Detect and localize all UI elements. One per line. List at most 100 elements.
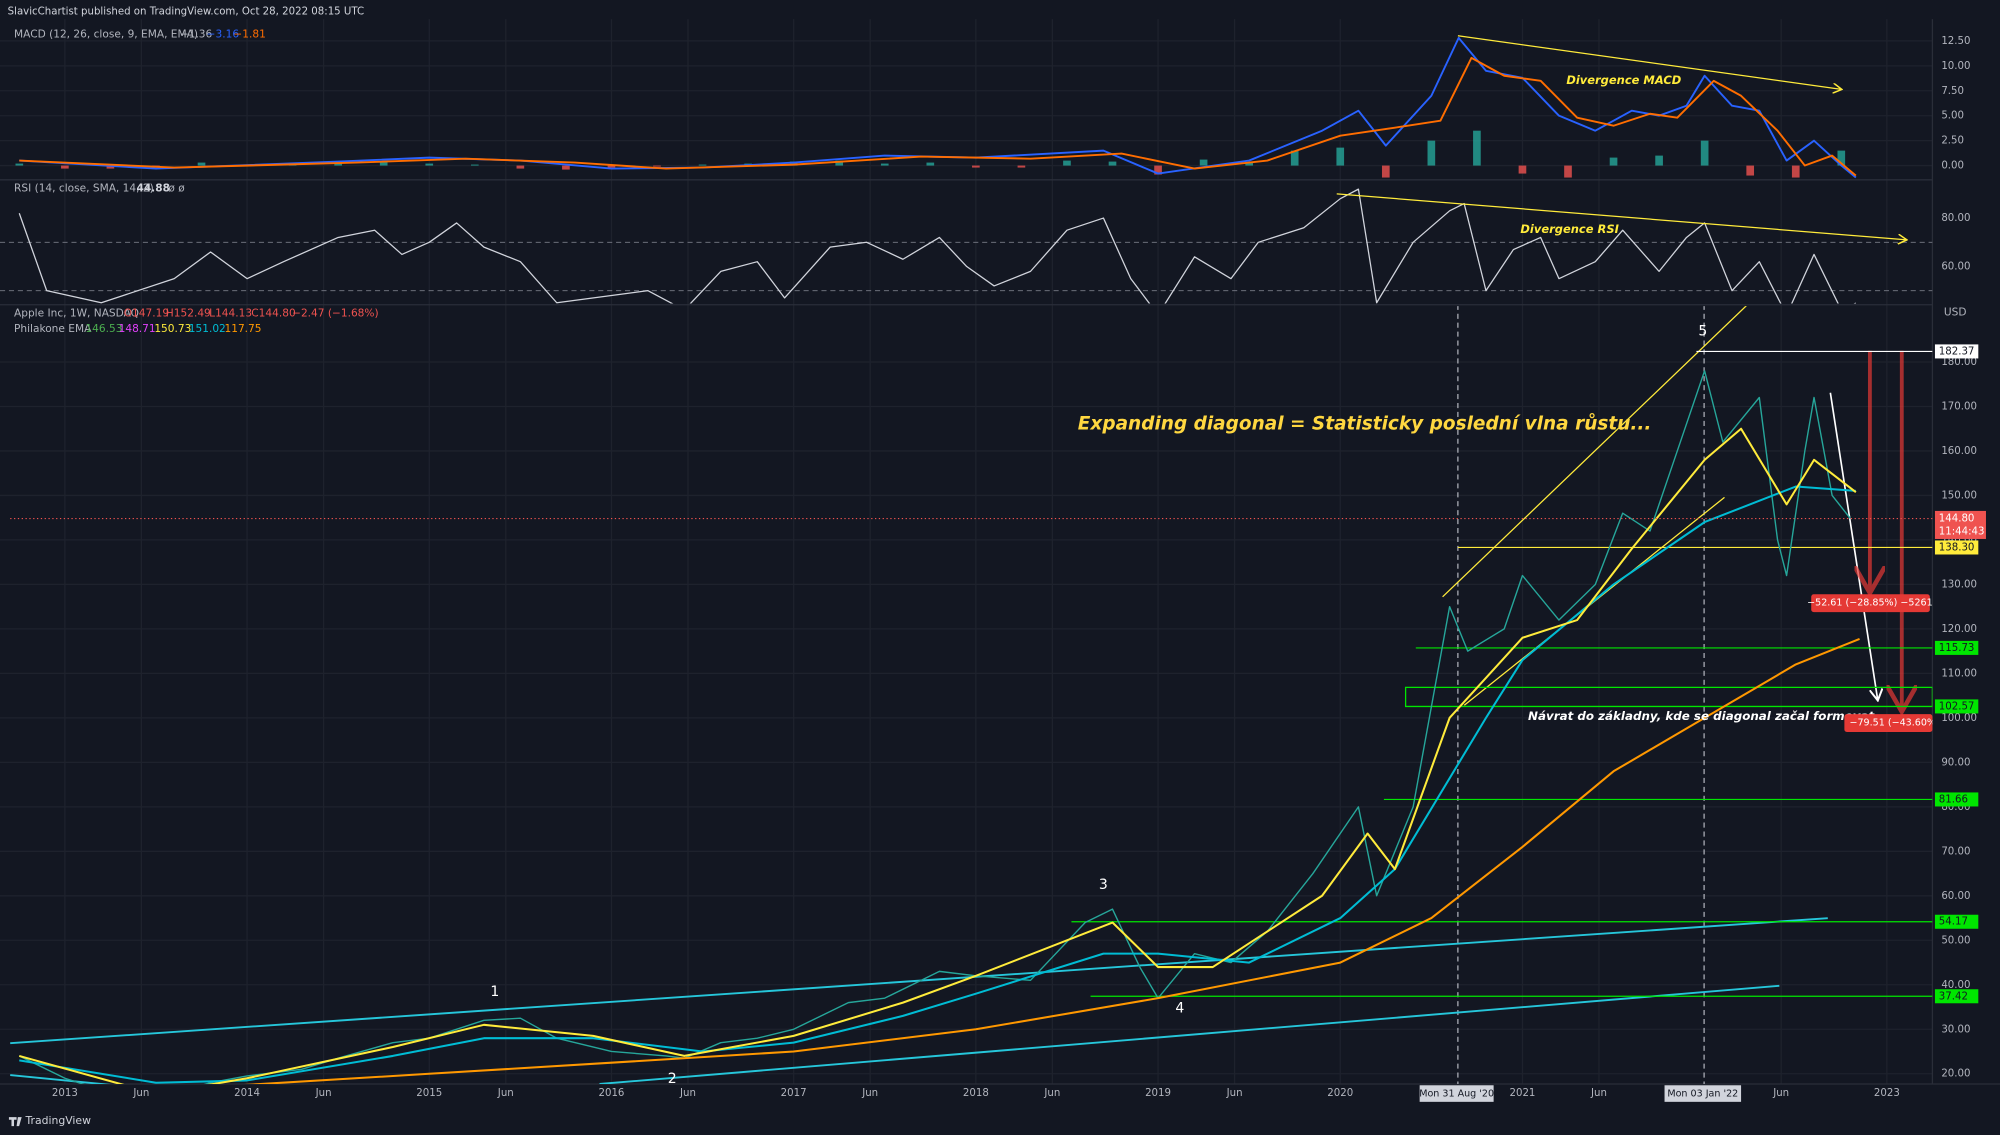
x-tick-label: 2013 [52,1088,78,1099]
y-tick-label: 10.00 [1941,61,1970,72]
y-tick-label: 120.00 [1941,624,1977,635]
ohlc: O147.19 [124,308,169,320]
level-label: 54.17 [1939,917,1968,928]
level-label: 81.66 [1939,794,1968,805]
price-legend-title: Apple Inc, 1W, NASDAQ [14,308,139,320]
histogram-bar [1245,162,1253,166]
series-line [19,485,1856,1084]
histogram-bar [607,165,616,168]
ohlc: C144.80 [251,308,296,320]
x-tick-label: 2014 [234,1088,260,1099]
wave-label: 5 [1698,324,1707,340]
rsi-legend-suffix: ø ø [168,183,185,195]
x-tick-label: 2021 [1509,1088,1535,1099]
x-tick-label: Jun [1590,1088,1607,1099]
x-tick-label: 2017 [781,1088,807,1099]
y-tick-label: 70.00 [1941,846,1970,857]
x-tick-label: Jun [679,1088,696,1099]
x-tick-label: Jun [132,1088,149,1099]
price-pane [10,306,1933,1084]
y-tick-label: 80.00 [1941,213,1970,224]
wave-label: 1 [490,984,499,1000]
y-tick-label: 12.50 [1941,36,1970,47]
histogram-bar [1700,140,1709,166]
y-tick-label: 7.50 [1941,86,1964,97]
histogram-bar [835,160,844,166]
crosshair-date: Mon 31 Aug '20 [1419,1089,1494,1100]
y-tick-label: 100.00 [1941,713,1977,724]
crosshair-date: Mon 03 Jan '22 [1667,1089,1738,1100]
histogram-bar [1336,147,1345,166]
y-tick-label: 2.50 [1941,136,1964,147]
x-tick-label: 2019 [1145,1088,1171,1099]
header: SlavicChartist published on TradingView.… [8,6,364,17]
level-box [1934,640,1979,655]
histogram-bar [1381,165,1390,178]
histogram-bar [197,162,206,166]
measure-box [1844,714,1933,733]
axis-unit: USD [1944,306,1967,318]
histogram-bar [379,161,388,166]
x-tick-label: Jun [315,1088,332,1099]
series-line [18,427,1857,1084]
x-tick-label: 2016 [598,1088,624,1099]
x-tick-label: 2018 [963,1088,989,1099]
rsi-divergence-line [1336,193,1906,240]
level-box [1934,792,1979,807]
level-box [1934,989,1979,1004]
histogram-bar [1791,165,1800,178]
series-line [18,370,1851,1084]
ema-legend-value: 146.53 [85,323,122,335]
histogram-bar [1564,165,1572,178]
ema-legend-value: 150.73 [154,323,191,335]
countdown: 11:44:43 [1939,526,1985,537]
histogram-bar [516,165,525,169]
histogram-bar [1837,150,1846,166]
footer: TradingView [25,1114,92,1127]
series-line [244,637,1860,1084]
wave-label: 3 [1099,877,1108,893]
rsi-legend-title: RSI (14, close, SMA, 14, 2) [14,183,154,195]
y-tick-label: 110.00 [1941,668,1977,679]
histogram-bar [470,164,479,166]
level-label: 115.73 [1939,643,1975,654]
x-tick-label: 2020 [1327,1088,1353,1099]
x-tick-label: Jun [1226,1088,1243,1099]
grid [0,19,1933,1084]
rsi-pane [0,188,1933,304]
histogram-bar [1154,165,1162,175]
ohlc: L144.13 [209,308,252,320]
y-tick-label: 0.00 [1941,161,1964,172]
histogram-bar [61,165,69,169]
macd-legend-value: −3.16 [207,28,240,40]
histogram-bar [698,164,707,166]
histogram-bar [1017,165,1026,168]
crosshair-date-box [1419,1085,1494,1102]
y-tick-label: 40.00 [1941,980,1970,991]
y-tick-label: 130.00 [1941,579,1977,590]
histogram-bar [15,163,24,166]
series-line [18,188,1857,304]
annotation: Expanding diagonal = Statisticky posledn… [1078,414,1652,435]
histogram-bar [880,163,889,166]
wave-label: 4 [1175,1001,1184,1017]
histogram-bar [562,165,570,170]
x-tick-label: Jun [861,1088,878,1099]
histogram-bar [425,163,434,166]
last-price-box [1934,510,1986,539]
y-tick-label: 140.00 [1941,535,1977,546]
histogram-bar [1199,159,1208,166]
x-tick-label: 2023 [1874,1088,1900,1099]
histogram-bar [1473,130,1481,166]
ohlc: −2.47 (−1.68%) [292,308,379,320]
ema-legend-value: 151.02 [189,323,226,335]
x-tick-label: Jun [497,1088,514,1099]
y-tick-label: 90.00 [1941,757,1970,768]
y-tick-label: 150.00 [1941,490,1977,501]
measure-clip: −79.51 (−43.60%) −7951 [1849,718,1932,729]
measure-label: −52.61 (−28.85%) −5261 [1807,598,1933,609]
y-tick-label: 20.00 [1941,1069,1970,1080]
level-box [1934,540,1979,555]
